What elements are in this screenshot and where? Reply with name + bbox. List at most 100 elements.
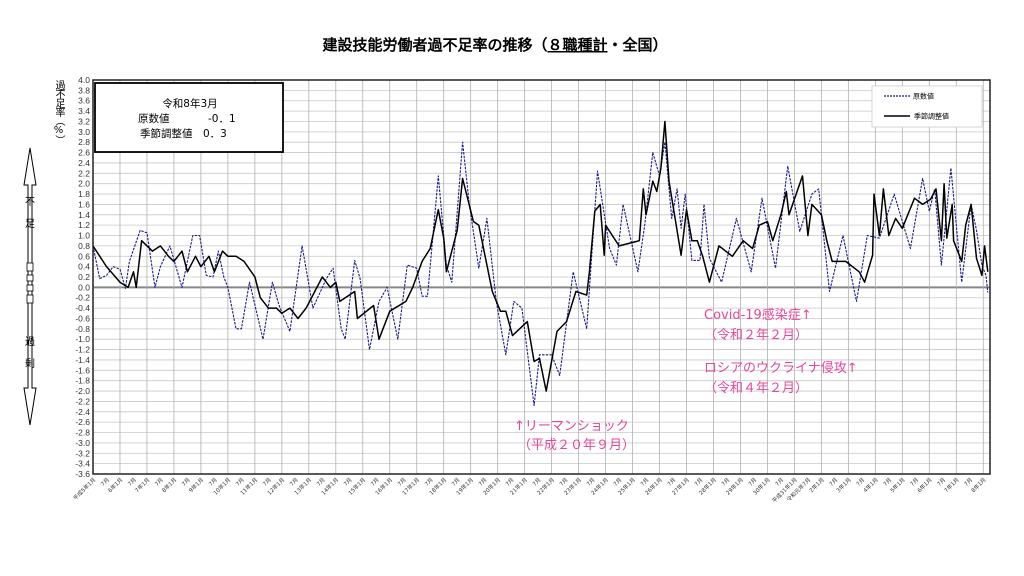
annotation-lehman-line1: ↑リーマンショック xyxy=(514,419,629,434)
y-tick-label: -0.8 xyxy=(75,324,90,334)
info-raw-label: 原数値 xyxy=(138,112,170,125)
x-tick-label: 6年1月 xyxy=(915,476,933,494)
x-tick-label: 4年1月 xyxy=(861,476,879,494)
x-tick-label: 7月 xyxy=(855,476,866,487)
y-tick-label: -1.0 xyxy=(75,334,90,344)
plot-frame xyxy=(92,79,991,475)
latest-values-box: 令和8年3月 原数値 -0．1 季節調整値 0．3 xyxy=(94,82,284,153)
y-tick-label: 1.2 xyxy=(78,220,90,230)
x-tick-label: 7月 xyxy=(288,476,299,487)
y-axis-title: 過不足率（%） xyxy=(53,80,64,144)
x-tick-label: 7月 xyxy=(181,476,192,487)
y-tick-label: 1.0 xyxy=(78,231,90,241)
x-tick-label: 7月 xyxy=(261,476,272,487)
x-tick-label: 7月 xyxy=(396,476,407,487)
series-line-raw xyxy=(92,141,989,407)
legend-label-sa: 季節調整値 xyxy=(914,112,949,121)
y-tick-label: 1.8 xyxy=(78,189,90,199)
x-tick-label: 7年1月 xyxy=(942,476,960,494)
x-tick-label: 7月 xyxy=(154,476,165,487)
y-tick-label: 0.0 xyxy=(78,282,90,292)
y-tick-label: -0.6 xyxy=(75,313,90,323)
x-tick-label: 7月 xyxy=(585,476,596,487)
x-tick-label: 7月 xyxy=(693,476,704,487)
x-tick-label: 7月 xyxy=(369,476,380,487)
y-tick-label: -1.8 xyxy=(75,376,90,386)
y-tick-label: -0.2 xyxy=(75,293,90,303)
shortage-surplus-arrow: 不足 過剰 xyxy=(23,147,37,426)
y-tick-label: -2.8 xyxy=(75,428,90,438)
y-tick-label: -2.2 xyxy=(75,396,90,406)
y-tick-labels: -3.6-3.4-3.2-3.0-2.8-2.6-2.4-2.2-2.0-1.8… xyxy=(75,75,90,479)
x-tick-label: 7月 xyxy=(639,476,650,487)
annotation-ukraine-line2: （令和４年２月） xyxy=(704,381,808,396)
surplus-label: 過剰 xyxy=(25,336,35,370)
x-tick-label: 7月 xyxy=(747,476,758,487)
annotation-lehman: ↑リーマンショック （平成２０年９月） xyxy=(514,419,635,453)
x-tick-label: 9年1月 xyxy=(187,476,205,494)
y-tick-label: -2.6 xyxy=(75,417,90,427)
side-label-char: 不 xyxy=(25,197,35,208)
series-line-seasonally-adjusted xyxy=(92,120,989,392)
x-tick-label: 7月 xyxy=(504,476,515,487)
chart-title: 建設技能労働者過不足率の推移（８職種計・全国） xyxy=(322,36,667,54)
x-tick-label: 3年1月 xyxy=(834,476,852,494)
annotation-covid-line1: Covid-19感染症↑ xyxy=(704,307,812,323)
y-tick-label: -1.4 xyxy=(75,355,90,365)
x-tick-label: 7月 xyxy=(909,476,920,487)
x-tick-label: 8年1月 xyxy=(160,476,178,494)
y-tick-label: -0.4 xyxy=(75,303,90,313)
x-tick-label: 7月 xyxy=(720,476,731,487)
y-tick-label: -1.6 xyxy=(75,365,90,375)
x-tick-label: 2年1月 xyxy=(807,476,825,494)
x-tick-label: 7月 xyxy=(423,476,434,487)
x-tick-label: 7月 xyxy=(531,476,542,487)
side-label-char: 過 xyxy=(25,336,35,348)
side-label-char: 足 xyxy=(25,218,35,230)
annotation-lehman-line2: （平成２０年９月） xyxy=(518,438,635,453)
y-tick-label: 3.2 xyxy=(78,116,90,126)
x-tick-label: 8年1月 xyxy=(969,476,987,494)
shortage-label: 不足 xyxy=(25,197,35,230)
y-tick-label: 0.8 xyxy=(78,241,90,251)
y-tick-label: 3.4 xyxy=(78,106,90,116)
y-tick-label: -2.4 xyxy=(75,407,90,417)
y-tick-label: 1.6 xyxy=(78,199,90,209)
y-tick-label: 3.8 xyxy=(78,85,90,95)
y-tick-label: 1.4 xyxy=(78,210,90,220)
y-tick-label: -2.0 xyxy=(75,386,90,396)
x-tick-label: 7月 xyxy=(127,476,138,487)
legend-label-raw: 原数値 xyxy=(913,92,934,101)
annotation-ukraine-line1: ロシアのウクライナ侵攻↑ xyxy=(704,360,858,376)
y-tick-label: 4.0 xyxy=(78,75,90,85)
x-tick-label: 7月 xyxy=(774,476,785,487)
y-tick-label: 3.6 xyxy=(78,96,90,106)
y-tick-label: 2.2 xyxy=(78,168,90,178)
y-tick-label: 0.6 xyxy=(78,251,90,261)
x-tick-label: 7月 xyxy=(100,476,111,487)
y-tick-label: 2.0 xyxy=(78,179,90,189)
y-tick-label: 2.8 xyxy=(78,137,90,147)
side-label-char: 剰 xyxy=(25,358,35,370)
y-tick-label: -3.0 xyxy=(75,438,90,448)
y-tick-label: -3.2 xyxy=(75,448,90,458)
legend: 原数値 季節調整値 xyxy=(871,85,983,128)
x-tick-label: 7月 xyxy=(882,476,893,487)
y-tick-label: 2.6 xyxy=(78,148,90,158)
info-sa-label: 季節調整値 xyxy=(140,127,193,140)
y-tick-label: -1.2 xyxy=(75,345,90,355)
y-tick-label: -3.4 xyxy=(75,459,90,469)
annotation-covid-line2: （令和２年２月） xyxy=(704,328,808,343)
x-tick-label: 5年1月 xyxy=(888,476,906,494)
annotation-covid: Covid-19感染症↑ （令和２年２月） xyxy=(704,307,812,343)
x-tick-label: 7月 xyxy=(477,476,488,487)
x-tick-label: 7年1月 xyxy=(133,476,151,494)
info-sa-value: 0．3 xyxy=(203,128,227,140)
annotation-ukraine: ロシアのウクライナ侵攻↑ （令和４年２月） xyxy=(704,360,858,396)
x-tick-label: 7月 xyxy=(963,476,974,487)
y-tick-label: 0.4 xyxy=(78,262,90,272)
x-tick-label: 7月 xyxy=(828,476,839,487)
series-lines xyxy=(92,120,989,407)
